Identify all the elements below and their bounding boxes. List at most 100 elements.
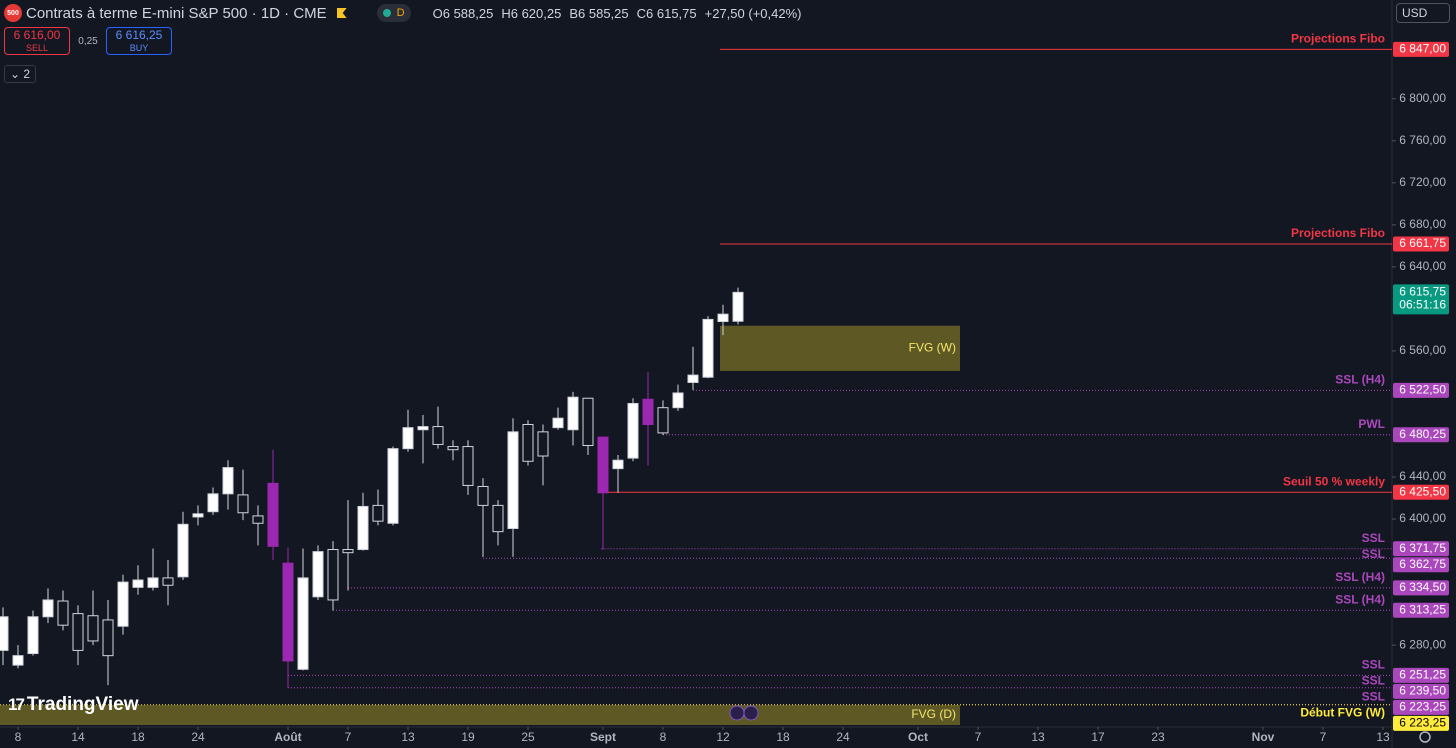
level-label: SSL — [1362, 547, 1385, 561]
price-tag — [1393, 41, 1449, 57]
candle-body — [297, 577, 309, 670]
x-tick-label: 7 — [1320, 730, 1327, 744]
sell-button[interactable]: 6 616,00 SELL — [4, 27, 70, 55]
ohlc-value: 6 588,25 — [442, 5, 494, 21]
ohlc-key: H — [501, 5, 511, 21]
candle-body — [27, 616, 39, 655]
countdown-label: 06:51:16 — [1399, 298, 1446, 312]
buy-label: BUY — [129, 43, 149, 53]
ohlc-item: O6 588,25 — [433, 6, 494, 21]
price-tag — [1393, 382, 1449, 398]
x-tick-label: 13 — [1031, 730, 1045, 744]
status-dot — [382, 9, 391, 17]
price-tag — [1393, 236, 1449, 252]
level-label: Seuil 50 % weekly — [1283, 474, 1385, 488]
x-tick-label: 8 — [15, 730, 22, 744]
price-tag-label: 6 480,25 — [1399, 427, 1446, 441]
sell-label: SELL — [25, 43, 49, 53]
candle-body — [372, 504, 384, 522]
price-tag-label: 6 223,25 — [1399, 700, 1446, 714]
candle-body — [117, 581, 129, 627]
symbol-title[interactable]: Contrats à terme E-mini S&P 500 · 1D · C… — [26, 4, 327, 22]
candle-body — [132, 579, 144, 588]
brand-icon: 17 — [8, 695, 25, 714]
buy-button[interactable]: 6 616,25 BUY — [106, 27, 172, 55]
indicators-toggle[interactable]: ⌄ 2 — [4, 65, 37, 83]
x-tick-label: 18 — [776, 730, 790, 744]
event-icon[interactable] — [743, 705, 759, 721]
brand-name: TradingView — [26, 694, 139, 715]
candle-body — [417, 426, 429, 431]
x-tick-label: 24 — [836, 730, 850, 744]
price-tag-label: 6 362,75 — [1399, 557, 1446, 571]
symbol-logo: 500 — [4, 4, 22, 22]
x-tick-label: 14 — [71, 730, 85, 744]
status-badge[interactable]: D — [376, 4, 411, 22]
candle-body — [12, 655, 24, 666]
level-label: Projections Fibo — [1291, 226, 1385, 240]
ohlc-item: C6 615,75 — [637, 6, 697, 21]
candle-body — [702, 318, 714, 378]
x-tick-label: Août — [274, 730, 301, 744]
x-tick-label: 13 — [1376, 730, 1390, 744]
price-tag-label: 6 334,50 — [1399, 580, 1446, 594]
ohlc-item: H6 620,25 — [501, 6, 561, 21]
ohlc-key: B — [569, 5, 579, 21]
candle-body — [657, 407, 669, 434]
candle-body — [582, 397, 594, 447]
event-icon[interactable] — [729, 705, 745, 721]
price-tag-label: 6 661,75 — [1399, 236, 1446, 250]
candle-body — [147, 577, 159, 588]
candle-body — [327, 549, 339, 601]
price-tag — [1393, 427, 1449, 443]
y-tick-label: 6 800,00 — [1399, 91, 1446, 105]
buy-price: 6 616,25 — [115, 28, 163, 42]
x-tick-label: 18 — [131, 730, 145, 744]
y-tick-label: 6 560,00 — [1399, 343, 1446, 357]
currency-select[interactable]: USD — [1396, 3, 1450, 23]
candle-body — [57, 600, 69, 626]
candle-body — [717, 313, 729, 323]
trade-panel: 6 616,00 SELL 0,25 6 616,25 BUY — [4, 27, 172, 55]
candle-body — [42, 599, 54, 618]
candle-body — [597, 436, 609, 494]
level-label: Début FVG (W) — [1300, 706, 1385, 720]
x-tick-label: 19 — [461, 730, 475, 744]
price-tag-label: 6 522,50 — [1399, 383, 1446, 397]
candle-body — [507, 431, 519, 530]
x-tick-label: 25 — [521, 730, 535, 744]
candle-body — [402, 427, 414, 450]
price-tag — [1393, 602, 1449, 618]
level-label: SSL (H4) — [1335, 570, 1385, 584]
ohlc-change: +27,50 (+0,42%) — [704, 5, 802, 21]
candle-body — [462, 446, 474, 486]
last-price-tag — [1393, 284, 1449, 315]
price-tag — [1393, 715, 1449, 731]
y-tick-label: 6 720,00 — [1399, 175, 1446, 189]
level-label: SSL — [1362, 690, 1385, 704]
candle-body — [477, 485, 489, 506]
flag-icon[interactable] — [336, 8, 347, 18]
candle-body — [432, 426, 444, 445]
candle-body — [207, 493, 219, 513]
sell-price: 6 616,00 — [13, 28, 61, 42]
price-tag-label: 6 251,25 — [1399, 668, 1446, 682]
zone-label: FVG (D) — [911, 707, 956, 721]
candle-body — [357, 505, 369, 551]
x-tick-label: 23 — [1151, 730, 1165, 744]
x-tick-label: Oct — [908, 730, 928, 744]
candle-body — [237, 494, 249, 514]
indicators-count: 2 — [23, 67, 31, 81]
fvg-zone — [0, 705, 960, 725]
level-label: SSL (H4) — [1335, 373, 1385, 387]
y-tick-label: 6 640,00 — [1399, 259, 1446, 273]
settings-icon[interactable] — [1419, 731, 1431, 743]
x-tick-label: Nov — [1252, 730, 1275, 744]
x-tick-label: 12 — [716, 730, 730, 744]
candle-body — [492, 504, 504, 533]
level-label: SSL — [1362, 658, 1385, 672]
candle-body — [627, 402, 639, 459]
candle-body — [342, 549, 354, 554]
ohlc-key: C — [636, 5, 647, 21]
